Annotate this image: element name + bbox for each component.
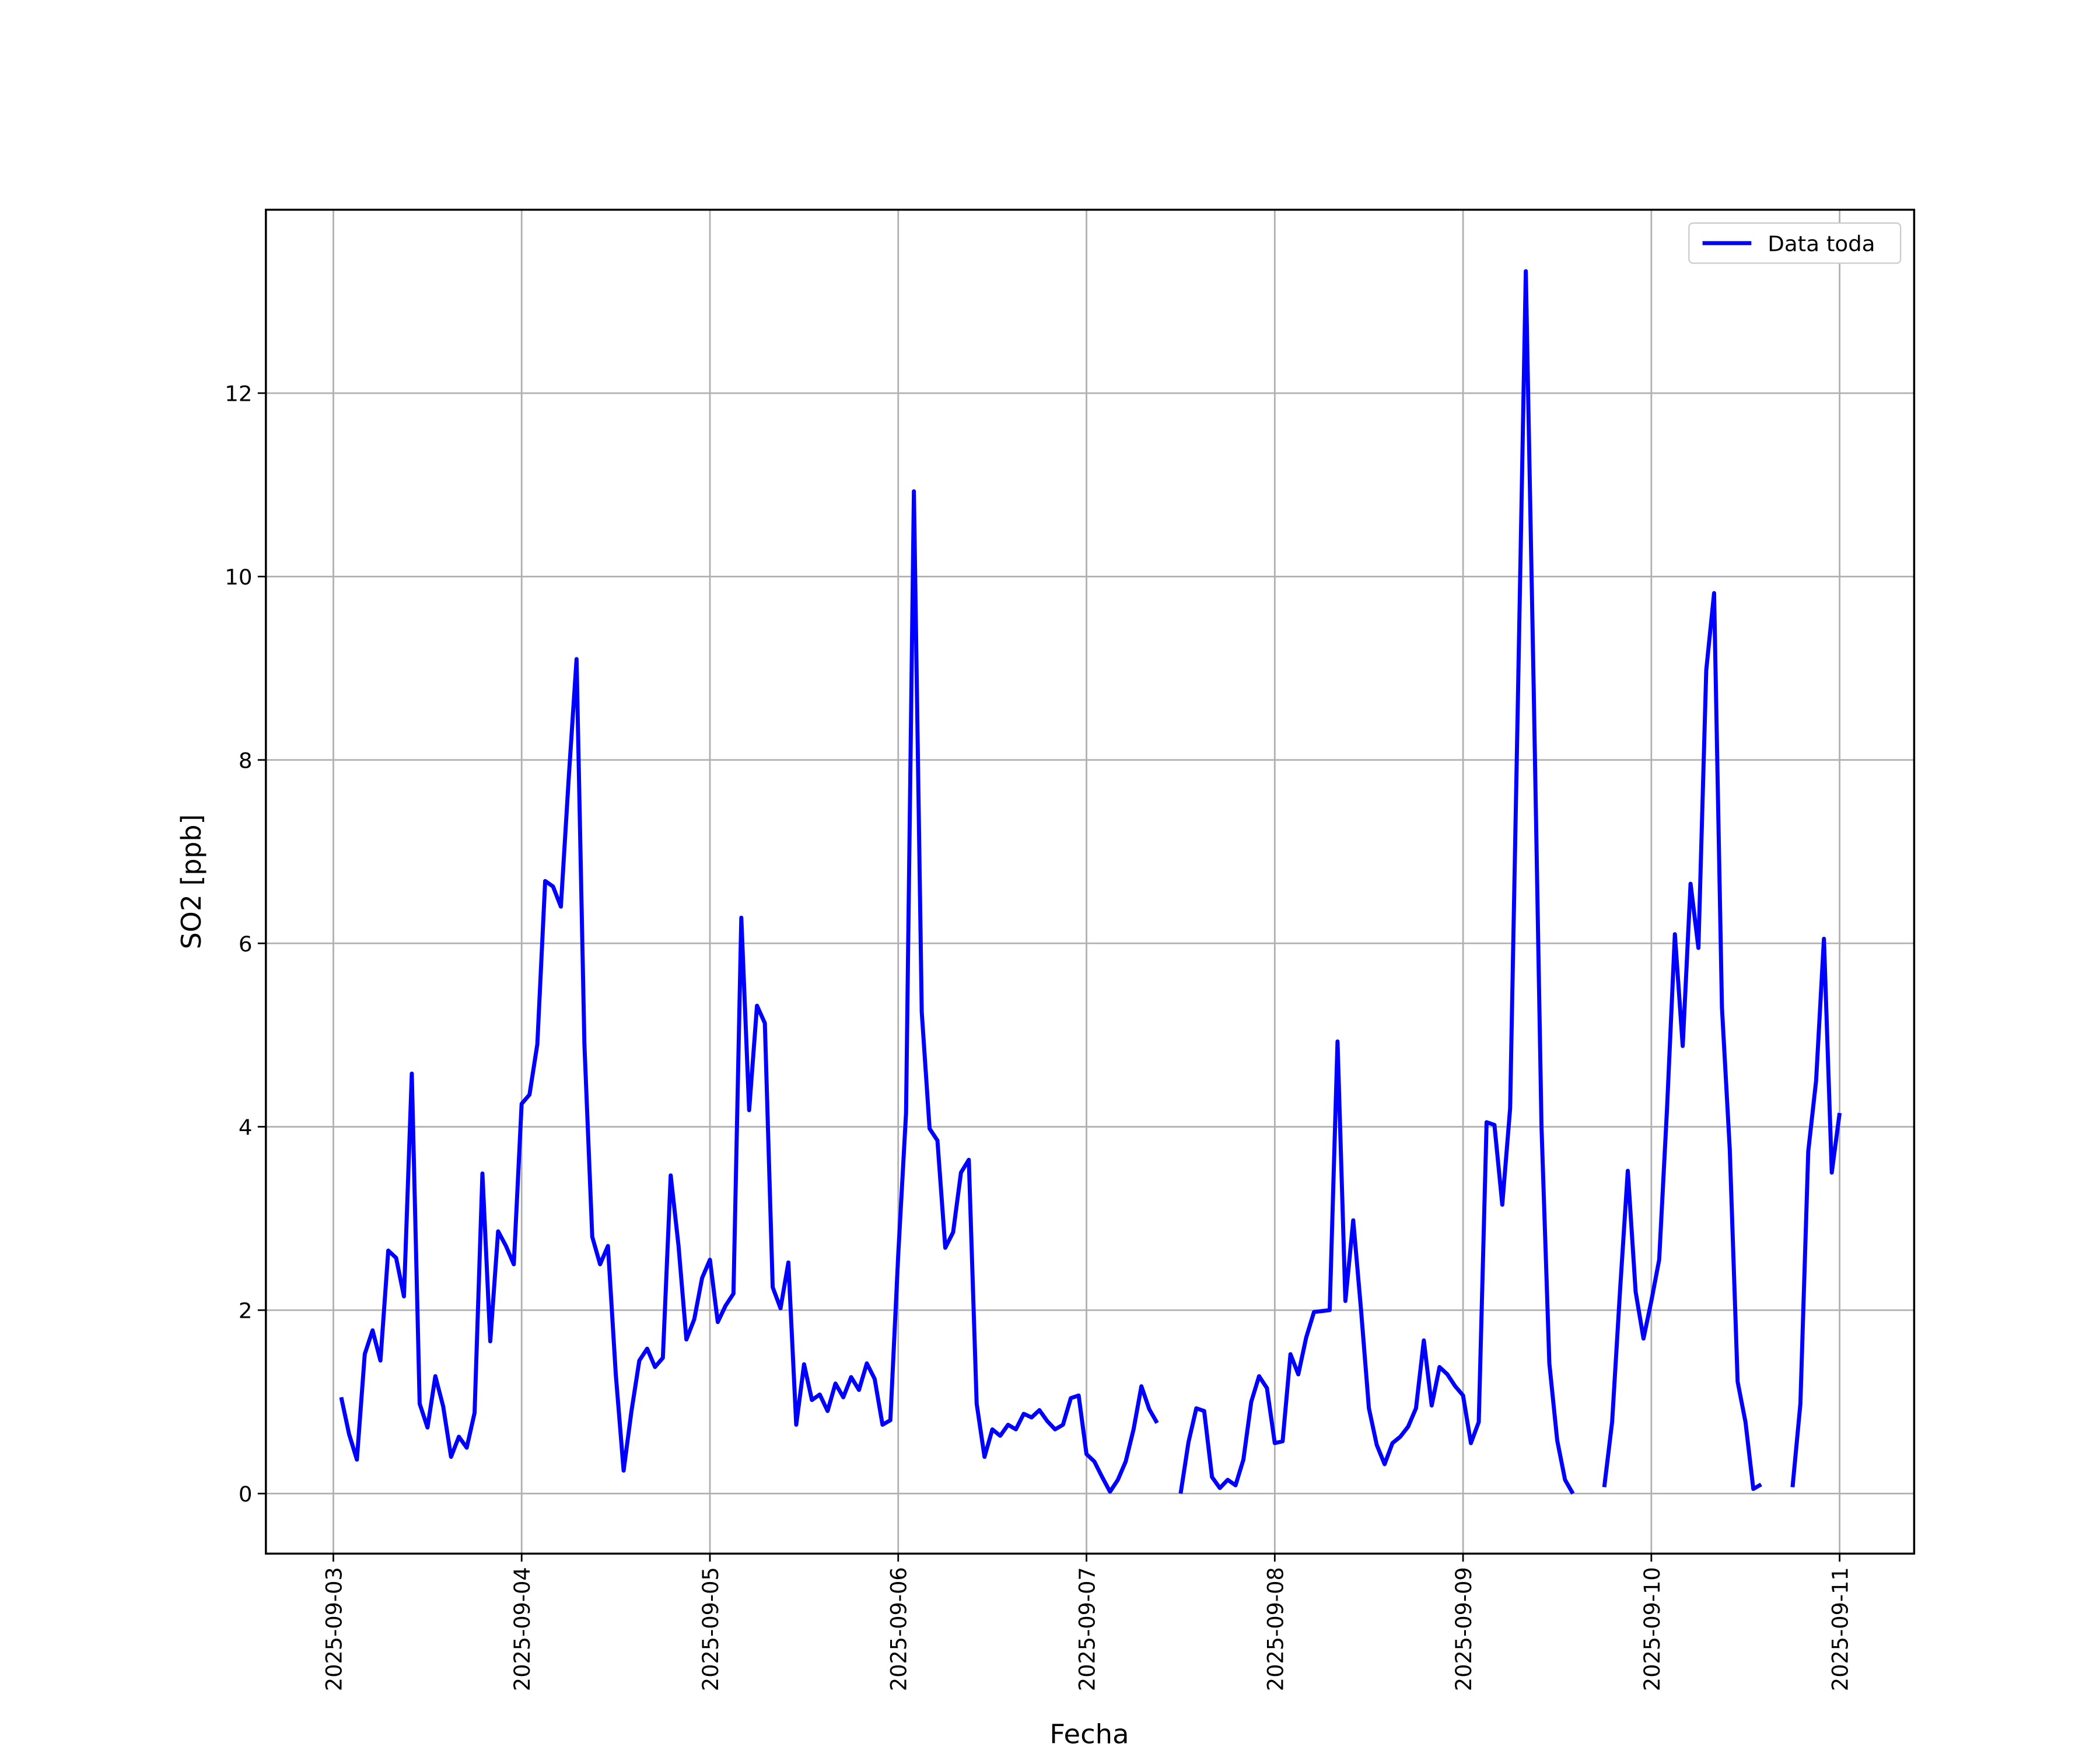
x-tick-label: 2025-09-07 [1074, 1567, 1100, 1691]
x-tick-label: 2025-09-04 [510, 1567, 535, 1691]
x-tick-label: 2025-09-08 [1263, 1567, 1288, 1691]
y-tick-label: 6 [239, 932, 253, 957]
plot-frame [265, 208, 1916, 1555]
x-tick-label: 2025-09-03 [321, 1567, 346, 1691]
y-tick-label: 8 [239, 748, 253, 774]
x-tick-label: 2025-09-09 [1451, 1567, 1476, 1691]
legend: Data toda [1688, 222, 1902, 264]
data-line [339, 269, 1842, 1495]
x-axis-label: Fecha [1049, 1718, 1129, 1750]
x-tick-label: 2025-09-06 [886, 1567, 911, 1691]
y-axis-label: SO2 [ppb] [176, 814, 207, 950]
legend-frame [1688, 222, 1902, 264]
y-tick-label: 12 [225, 382, 252, 407]
legend-label: Data toda [1768, 232, 1875, 257]
y-tick-label: 10 [225, 565, 252, 590]
y-tick-label: 4 [239, 1115, 253, 1140]
x-tick-label: 2025-09-11 [1828, 1567, 1853, 1691]
y-tick-label: 0 [239, 1482, 253, 1507]
x-tick-label: 2025-09-05 [698, 1567, 723, 1691]
y-tick-label: 2 [239, 1298, 253, 1324]
x-tick-label: 2025-09-10 [1640, 1567, 1665, 1691]
